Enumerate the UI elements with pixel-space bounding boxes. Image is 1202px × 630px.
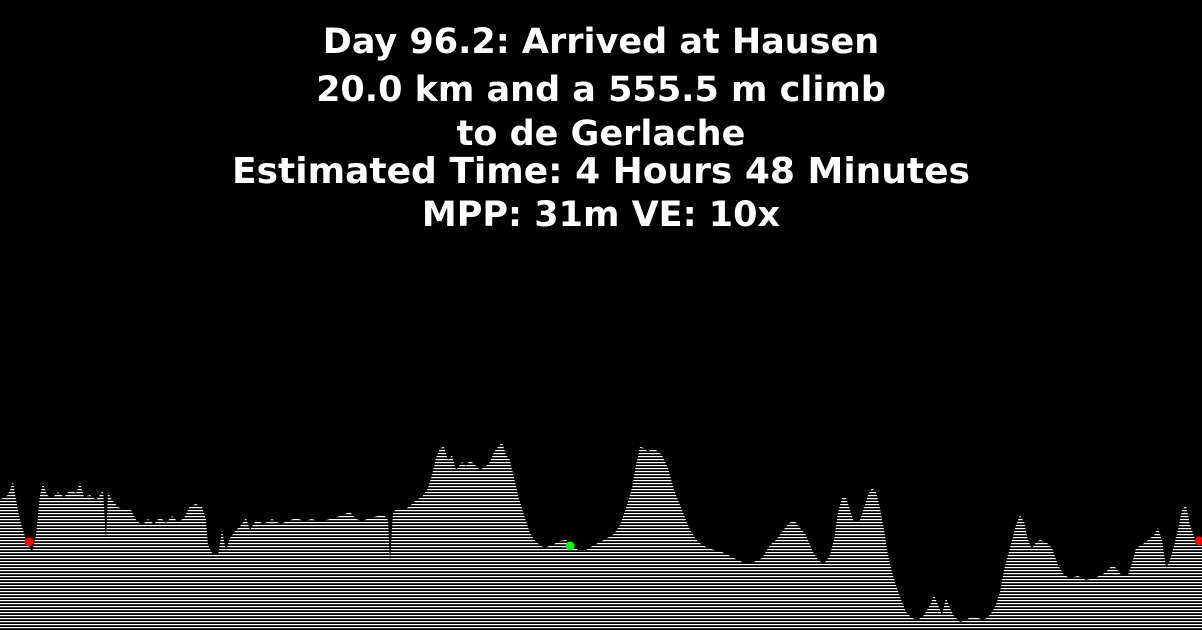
terrain-silhouette	[0, 442, 1202, 630]
estimated-time: Estimated Time: 4 Hours 48 Minutes	[232, 151, 970, 192]
distance-climb: 20.0 km and a 555.5 m climb	[316, 70, 886, 110]
day-title: Day 96.2: Arrived at Hausen	[322, 22, 880, 62]
destination: to de Gerlache	[456, 114, 746, 154]
scale-info: MPP: 31m VE: 10x	[421, 195, 781, 235]
end-marker	[1194, 536, 1202, 546]
current-position-marker	[565, 541, 575, 551]
start-marker	[24, 537, 34, 547]
